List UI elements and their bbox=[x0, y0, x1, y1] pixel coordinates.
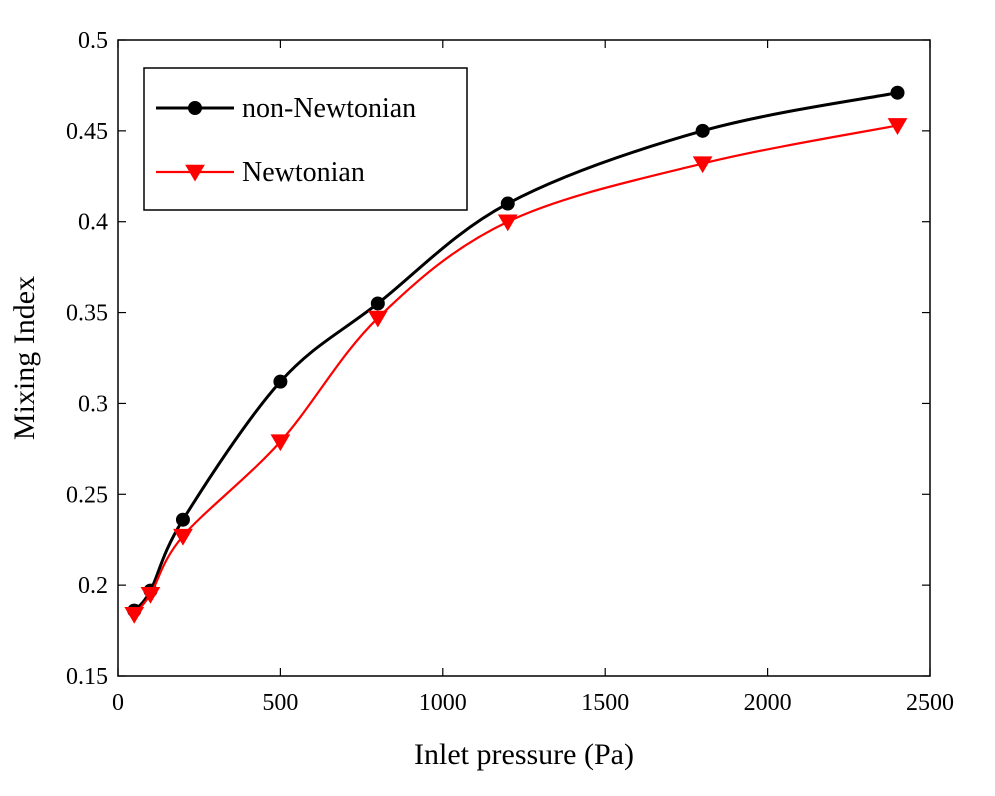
y-axis-ticks: 0.15 0.2 0.25 0.3 0.35 0.4 0.45 0.5 bbox=[66, 28, 930, 690]
data-point bbox=[270, 434, 291, 452]
x-axis-ticks: 0 500 1000 1500 2000 2500 bbox=[112, 40, 954, 716]
x-tick-label: 500 bbox=[262, 690, 298, 716]
y-tick-label: 0.45 bbox=[66, 119, 108, 145]
y-axis-title: Mixing Index bbox=[8, 276, 41, 440]
y-tick-label: 0.5 bbox=[78, 28, 108, 54]
data-point bbox=[175, 512, 190, 527]
legend-label: non-Newtonian bbox=[242, 93, 416, 124]
x-tick-label: 2000 bbox=[744, 690, 792, 716]
x-tick-label: 0 bbox=[112, 690, 124, 716]
data-point bbox=[367, 310, 388, 328]
y-tick-label: 0.25 bbox=[66, 482, 108, 508]
data-point bbox=[273, 374, 288, 389]
legend-label: Newtonian bbox=[242, 157, 365, 188]
x-tick-label: 1500 bbox=[581, 690, 629, 716]
y-tick-label: 0.35 bbox=[66, 301, 108, 327]
legend-marker bbox=[188, 101, 202, 115]
data-point bbox=[887, 118, 908, 135]
data-point bbox=[497, 214, 518, 232]
y-tick-label: 0.3 bbox=[78, 391, 108, 417]
data-point bbox=[695, 123, 710, 138]
data-point bbox=[692, 156, 713, 174]
data-point bbox=[370, 296, 385, 311]
x-tick-label: 1000 bbox=[419, 690, 467, 716]
series-newtonian bbox=[124, 118, 908, 624]
y-tick-label: 0.2 bbox=[78, 573, 108, 599]
y-tick-label: 0.4 bbox=[78, 210, 108, 236]
x-axis-title: Inlet pressure (Pa) bbox=[414, 738, 634, 771]
legend-marker bbox=[185, 164, 205, 182]
data-point bbox=[124, 606, 145, 624]
legend-box bbox=[143, 67, 468, 211]
y-tick-label: 0.15 bbox=[66, 664, 108, 690]
data-point bbox=[890, 85, 905, 100]
series-layer bbox=[124, 85, 908, 624]
legend: non-Newtonian Newtonian bbox=[143, 67, 468, 211]
data-point bbox=[140, 586, 161, 604]
data-point bbox=[500, 196, 515, 211]
data-point bbox=[173, 528, 193, 546]
x-tick-label: 2500 bbox=[906, 690, 954, 716]
